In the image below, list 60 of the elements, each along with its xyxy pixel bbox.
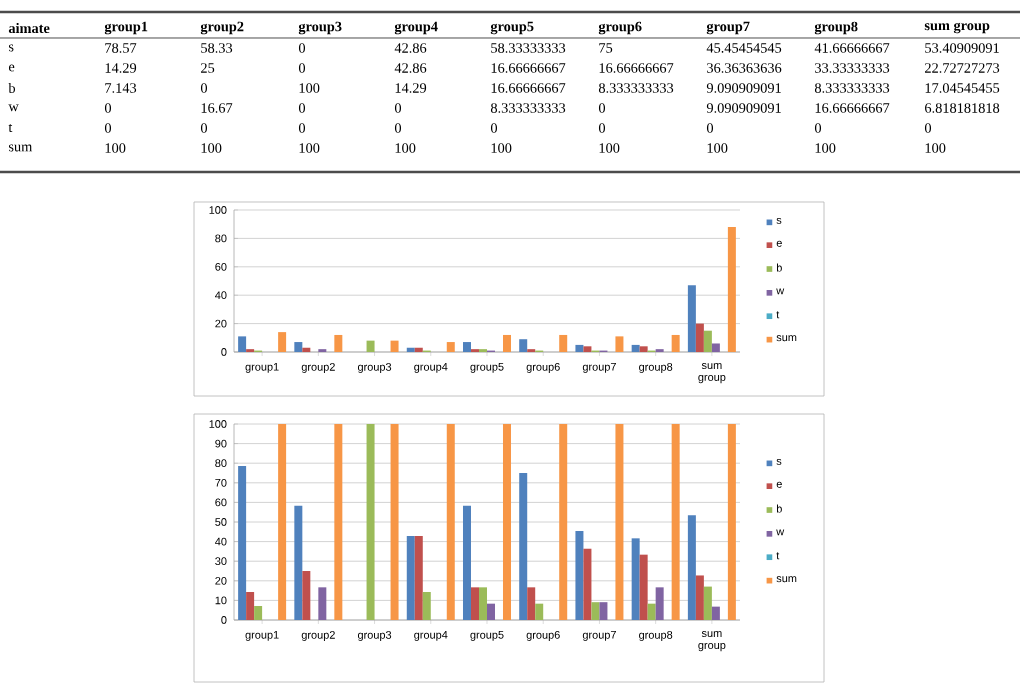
bar [559, 424, 568, 620]
bar [671, 424, 680, 620]
bar [294, 505, 303, 620]
bar [294, 342, 303, 352]
bar [422, 591, 431, 620]
bar [631, 538, 640, 620]
bar [631, 344, 640, 352]
bar [462, 342, 471, 352]
bar [687, 285, 696, 352]
bar [390, 340, 399, 352]
bar [711, 343, 720, 352]
bar [519, 339, 528, 352]
bar [583, 548, 592, 620]
bar [575, 530, 584, 620]
bar [478, 587, 487, 620]
bar [575, 344, 584, 352]
bar [278, 424, 287, 620]
bar [703, 330, 712, 352]
bar [703, 586, 712, 620]
bar [615, 336, 624, 352]
bar [527, 587, 536, 620]
bar [246, 591, 255, 620]
bar [334, 424, 343, 620]
bar [462, 505, 471, 620]
bar [591, 602, 600, 620]
bar [687, 515, 696, 620]
bar [695, 575, 704, 620]
bar [583, 346, 592, 352]
bar [486, 603, 495, 620]
bar [671, 334, 680, 352]
bar [502, 334, 511, 352]
bar [639, 554, 648, 620]
bar [470, 587, 479, 620]
bar [559, 334, 568, 352]
bar [366, 424, 375, 620]
bar [519, 473, 528, 620]
bar [711, 606, 720, 620]
bar [302, 571, 311, 620]
bar [502, 424, 511, 620]
bar [535, 603, 544, 620]
bar [727, 424, 736, 620]
bar [446, 424, 455, 620]
bar [446, 342, 455, 352]
bar [406, 535, 415, 620]
bar [647, 603, 656, 620]
bar [695, 323, 704, 352]
bar [615, 424, 624, 620]
bar [655, 587, 664, 620]
bar [334, 334, 343, 352]
bar [366, 340, 375, 352]
bar [639, 346, 648, 352]
bar [278, 332, 287, 352]
bar [414, 535, 423, 620]
bar [238, 466, 247, 620]
bar [318, 587, 327, 620]
bar [238, 336, 247, 352]
bar [254, 606, 263, 620]
bar [390, 424, 399, 620]
bar [727, 227, 736, 352]
bar [599, 602, 608, 620]
